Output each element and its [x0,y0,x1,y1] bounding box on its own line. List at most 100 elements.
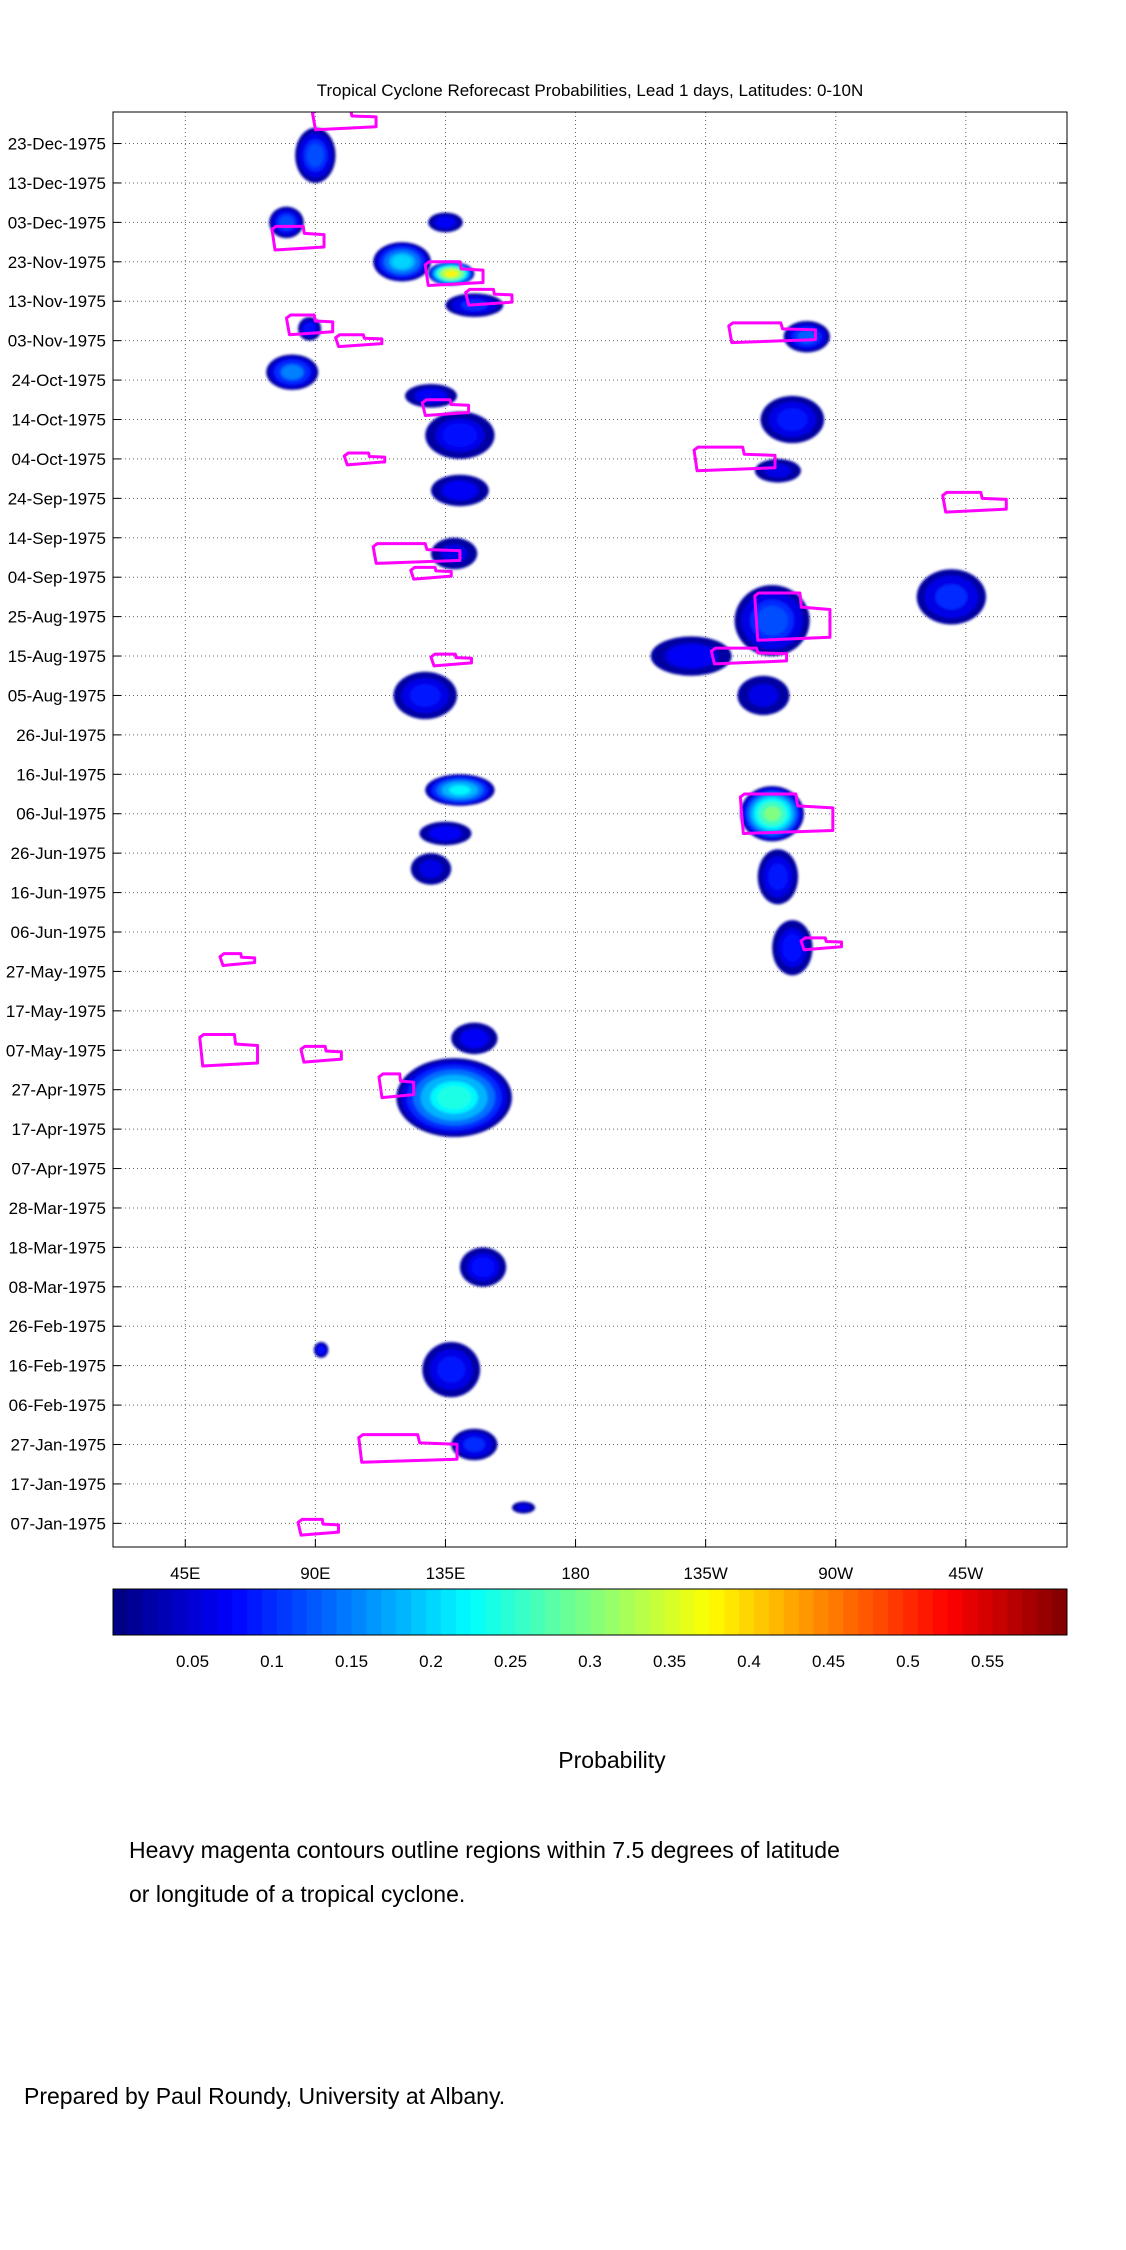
colorbar-segment [1007,1589,1023,1635]
colorbar-segment [455,1589,472,1635]
colorbar-segment [768,1589,785,1635]
cyclone-contour [371,542,462,565]
credit-line: Prepared by Paul Roundy, University at A… [24,2083,506,2109]
colorbar-segment [828,1589,844,1635]
colorbar-segment [977,1589,993,1635]
probability-blob [737,675,790,716]
y-tick-label: 16-Jun-1975 [11,884,106,903]
colorbar-segment [1052,1589,1068,1635]
y-tick-label: 14-Sep-1975 [8,529,106,548]
colorbar-segment [262,1589,278,1635]
colorbar-segment [590,1589,606,1635]
colorbar-segment [247,1589,263,1635]
y-tick-label: 23-Dec-1975 [8,135,106,154]
colorbar-tick-label: 0.3 [578,1652,602,1671]
colorbar-segment [202,1589,218,1635]
colorbar-segment [604,1589,621,1635]
y-tick-label: 05-Aug-1975 [8,686,106,705]
probability-blob [266,354,319,390]
y-tick-label: 24-Sep-1975 [8,489,106,508]
y-tick-label: 16-Jul-1975 [16,765,106,784]
y-tick-label: 23-Nov-1975 [8,253,106,272]
colorbar-segment [619,1589,636,1635]
colorbar-segment [530,1589,546,1635]
y-tick-label: 26-Feb-1975 [9,1317,106,1336]
y-tick-label: 07-May-1975 [6,1041,106,1060]
cyclone-contour [342,451,387,467]
cyclone-contour [357,1433,459,1464]
colorbar-segment [217,1589,233,1635]
probability-blob [410,853,452,885]
probability-blob [431,537,478,570]
probability-blob [459,1247,507,1287]
probability-blob [650,636,732,676]
colorbar-segment [664,1589,680,1635]
colorbar-segment [276,1589,293,1635]
cyclone-contour [420,398,471,418]
colorbar-tick-label: 0.35 [653,1652,686,1671]
cyclone-contour [692,445,777,473]
colorbar-segment [1037,1589,1053,1635]
y-tick-label: 27-Apr-1975 [11,1081,106,1100]
cyclone-contour [270,224,326,252]
colorbar-segment [545,1589,561,1635]
colorbar-frame [112,1588,1068,1636]
colorbar-segment [575,1589,591,1635]
colorbar-label: Probability [558,1747,666,1773]
colorbar-segment [426,1589,442,1635]
cyclone-contour [464,287,514,307]
colorbar-segment [634,1589,651,1635]
cyclone-contour [738,792,835,835]
y-tick-label: 03-Dec-1975 [8,213,106,232]
colorbar-segment [783,1589,800,1635]
colorbar-segment [888,1589,904,1635]
cyclone-contour [334,333,384,349]
y-tick-label: 15-Aug-1975 [8,647,106,666]
colorbar-tick-label: 0.4 [737,1652,761,1671]
x-tick-label: 180 [561,1564,589,1583]
colorbar-segment [515,1589,531,1635]
grid-lines [113,112,1067,1547]
y-tick-label: 07-Jan-1975 [11,1514,106,1533]
y-tick-label: 08-Mar-1975 [9,1278,106,1297]
colorbar-segment [679,1589,695,1635]
y-tick-label: 26-Jun-1975 [11,844,106,863]
colorbar-segment [336,1589,352,1635]
colorbar-segment [843,1589,859,1635]
y-tick-label: 27-May-1975 [6,962,106,981]
colorbar-segment [858,1589,874,1635]
x-tick-label: 90E [300,1564,330,1583]
caption-line-1: Heavy magenta contours outline regions w… [129,1837,840,1863]
colorbar-segment [381,1589,397,1635]
x-tick-label: 135E [426,1564,466,1583]
cyclone-contour [799,936,844,952]
y-tick-label: 13-Dec-1975 [8,174,106,193]
colorbar-segment [291,1589,308,1635]
colorbar-segment [321,1589,338,1635]
colorbar-segment [127,1589,144,1635]
y-tick-label: 06-Jul-1975 [16,805,106,824]
probability-blob [431,474,489,507]
y-tick-label: 17-May-1975 [6,1002,106,1021]
probability-blob [428,212,463,233]
colorbar-segment [962,1589,979,1635]
colorbar-segment [724,1589,740,1635]
y-tick-label: 28-Mar-1975 [9,1199,106,1218]
y-tick-label: 06-Feb-1975 [9,1396,106,1415]
y-axis: 23-Dec-1975 13-Dec-1975 03-Dec-1975 23-Nov-… [6,135,1067,1533]
plot-frame [112,111,1068,1548]
y-tick-label: 26-Jul-1975 [16,726,106,745]
colorbar-segment [351,1589,367,1635]
colorbar-segment [932,1589,949,1635]
probability-blob [393,671,458,720]
colorbar-segment [470,1589,487,1635]
cyclone-contour [198,1033,260,1068]
colorbar-segment [142,1589,159,1635]
colorbar-segment [649,1589,666,1635]
x-tick-label: 90W [818,1564,853,1583]
colorbar-tick-label: 0.45 [812,1652,845,1671]
probability-blob [373,242,431,282]
x-tick-label: 135W [683,1564,727,1583]
x-tick-label: 45W [948,1564,983,1583]
probability-blob [772,920,813,976]
